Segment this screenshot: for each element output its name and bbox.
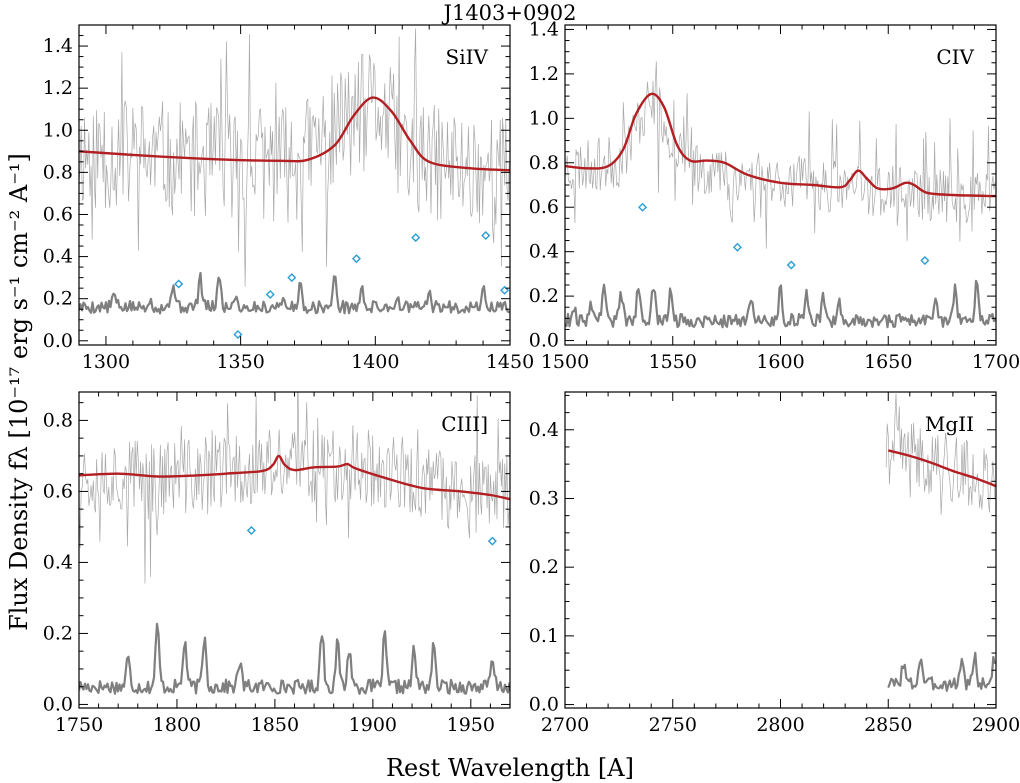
- y-tick-label: 1.4: [43, 35, 73, 57]
- y-tick-label: 0.3: [529, 487, 559, 509]
- plot-area: [79, 28, 510, 339]
- plot-area: [565, 61, 996, 329]
- x-tick-label: 1550: [649, 351, 697, 373]
- panels: 1300 1350 1400 14500.00.20.40.60.81.01.21.4…: [43, 18, 1020, 736]
- spectrum-line: [565, 61, 996, 249]
- y-tick-label: 0.0: [529, 330, 559, 352]
- panel-line-label: CIV: [936, 45, 974, 69]
- plot-area: [79, 392, 510, 695]
- y-tick-label: 0.4: [529, 241, 559, 263]
- x-tick-label: 1750: [55, 714, 103, 736]
- absorber-marker: [287, 273, 297, 283]
- x-tick-label: 2750: [649, 714, 697, 736]
- x-tick-label: 1850: [251, 714, 299, 736]
- axes-frame: [564, 24, 997, 346]
- error-line: [565, 279, 996, 329]
- absorber-marker: [732, 242, 742, 252]
- x-tick-label: 2700: [541, 714, 589, 736]
- y-tick-label: 0.2: [529, 556, 559, 578]
- axes-frame: [78, 24, 511, 346]
- y-axis-title: Flux Density fλ [10⁻¹⁷ erg s⁻¹ cm⁻² A⁻¹]: [5, 153, 33, 631]
- y-tick-label: 0.8: [43, 161, 73, 183]
- absorber-marker: [246, 525, 256, 535]
- x-tick-label: 1800: [153, 714, 201, 736]
- error-line: [79, 622, 510, 695]
- panel-civ: 1500 1550 1600 1650 1700 0.0 0.2 0.4 0.6 0.8 1.0 1.…: [529, 18, 1020, 373]
- panel-line-label: CIII]: [441, 412, 488, 436]
- panel-line-label: SiIV: [446, 45, 489, 69]
- absorber-marker: [786, 260, 796, 270]
- y-tick-label: 0.6: [43, 203, 73, 225]
- x-tick-label: 1450: [486, 351, 534, 373]
- x-tick-label: 2900: [972, 714, 1020, 736]
- absorber-marker: [351, 254, 361, 264]
- spectrum-line: [79, 392, 510, 584]
- y-tick-label: 0.4: [43, 246, 73, 268]
- x-tick-label: 1300: [82, 351, 130, 373]
- absorber-marker: [174, 279, 184, 289]
- y-tick-label: 0.6: [43, 480, 73, 502]
- plot-area: [885, 393, 996, 692]
- y-tick-label: 0.4: [529, 419, 559, 441]
- y-tick-label: 0.0: [43, 330, 73, 352]
- absorber-marker: [920, 256, 930, 266]
- x-tick-label: 1650: [864, 351, 912, 373]
- error-line: [887, 651, 996, 692]
- absorber-marker: [481, 231, 491, 241]
- y-tick-label: 0.0: [43, 693, 73, 715]
- panel-ciii: 1750 1800 1850 1900 1950 0.0 0.2 0.4 0.6 0.8 CIII]: [43, 391, 511, 736]
- x-tick-label: 1900: [349, 714, 397, 736]
- x-tick-label: 1350: [216, 351, 264, 373]
- x-tick-label: 1400: [351, 351, 399, 373]
- error-line: [79, 271, 510, 315]
- y-tick-label: 0.0: [529, 694, 559, 716]
- figure-title: J1403+0902: [442, 1, 577, 25]
- y-tick-label: 1.4: [529, 18, 559, 40]
- axes-frame: [564, 391, 997, 709]
- y-tick-label: 1.2: [43, 77, 73, 99]
- x-tick-label: 2800: [756, 714, 804, 736]
- model-fit-line: [565, 92, 996, 198]
- model-fit-line: [79, 96, 510, 172]
- x-axis-title: Rest Wavelength [A]: [386, 754, 634, 782]
- model-fit-line: [888, 449, 996, 488]
- x-tick-label: 1500: [541, 351, 589, 373]
- absorber-marker: [487, 536, 497, 546]
- y-tick-label: 0.1: [529, 625, 559, 647]
- panel-mgii: 2700 2750 2800 2850 2900 0.0 0.1 0.2 0.3 0.4 MgII: [529, 391, 1020, 736]
- y-tick-label: 0.8: [529, 152, 559, 174]
- x-tick-label: 1600: [756, 351, 804, 373]
- axes-frame: [78, 391, 511, 709]
- y-tick-label: 0.4: [43, 551, 73, 573]
- y-tick-label: 0.2: [43, 288, 73, 310]
- x-tick-label: 1950: [447, 714, 495, 736]
- y-tick-label: 1.2: [529, 63, 559, 85]
- y-tick-label: 0.2: [43, 622, 73, 644]
- y-tick-label: 1.0: [43, 119, 73, 141]
- absorber-marker: [638, 202, 648, 212]
- x-tick-label: 1700: [972, 351, 1020, 373]
- x-tick-label: 2850: [864, 714, 912, 736]
- panel-siiv: 1300 1350 1400 1450 0.0 0.2 0.4 0.6 0.8 1.0 1.2 1.4…: [43, 24, 534, 373]
- spectrum-line: [79, 28, 510, 287]
- absorber-marker: [411, 233, 421, 243]
- absorber-marker: [233, 329, 243, 339]
- y-tick-label: 0.2: [529, 285, 559, 307]
- panel-line-label: MgII: [925, 412, 974, 436]
- y-tick-label: 0.8: [43, 409, 73, 431]
- absorber-marker: [265, 289, 275, 299]
- y-tick-label: 1.0: [529, 107, 559, 129]
- model-fit-line: [79, 454, 510, 501]
- y-tick-label: 0.6: [529, 196, 559, 218]
